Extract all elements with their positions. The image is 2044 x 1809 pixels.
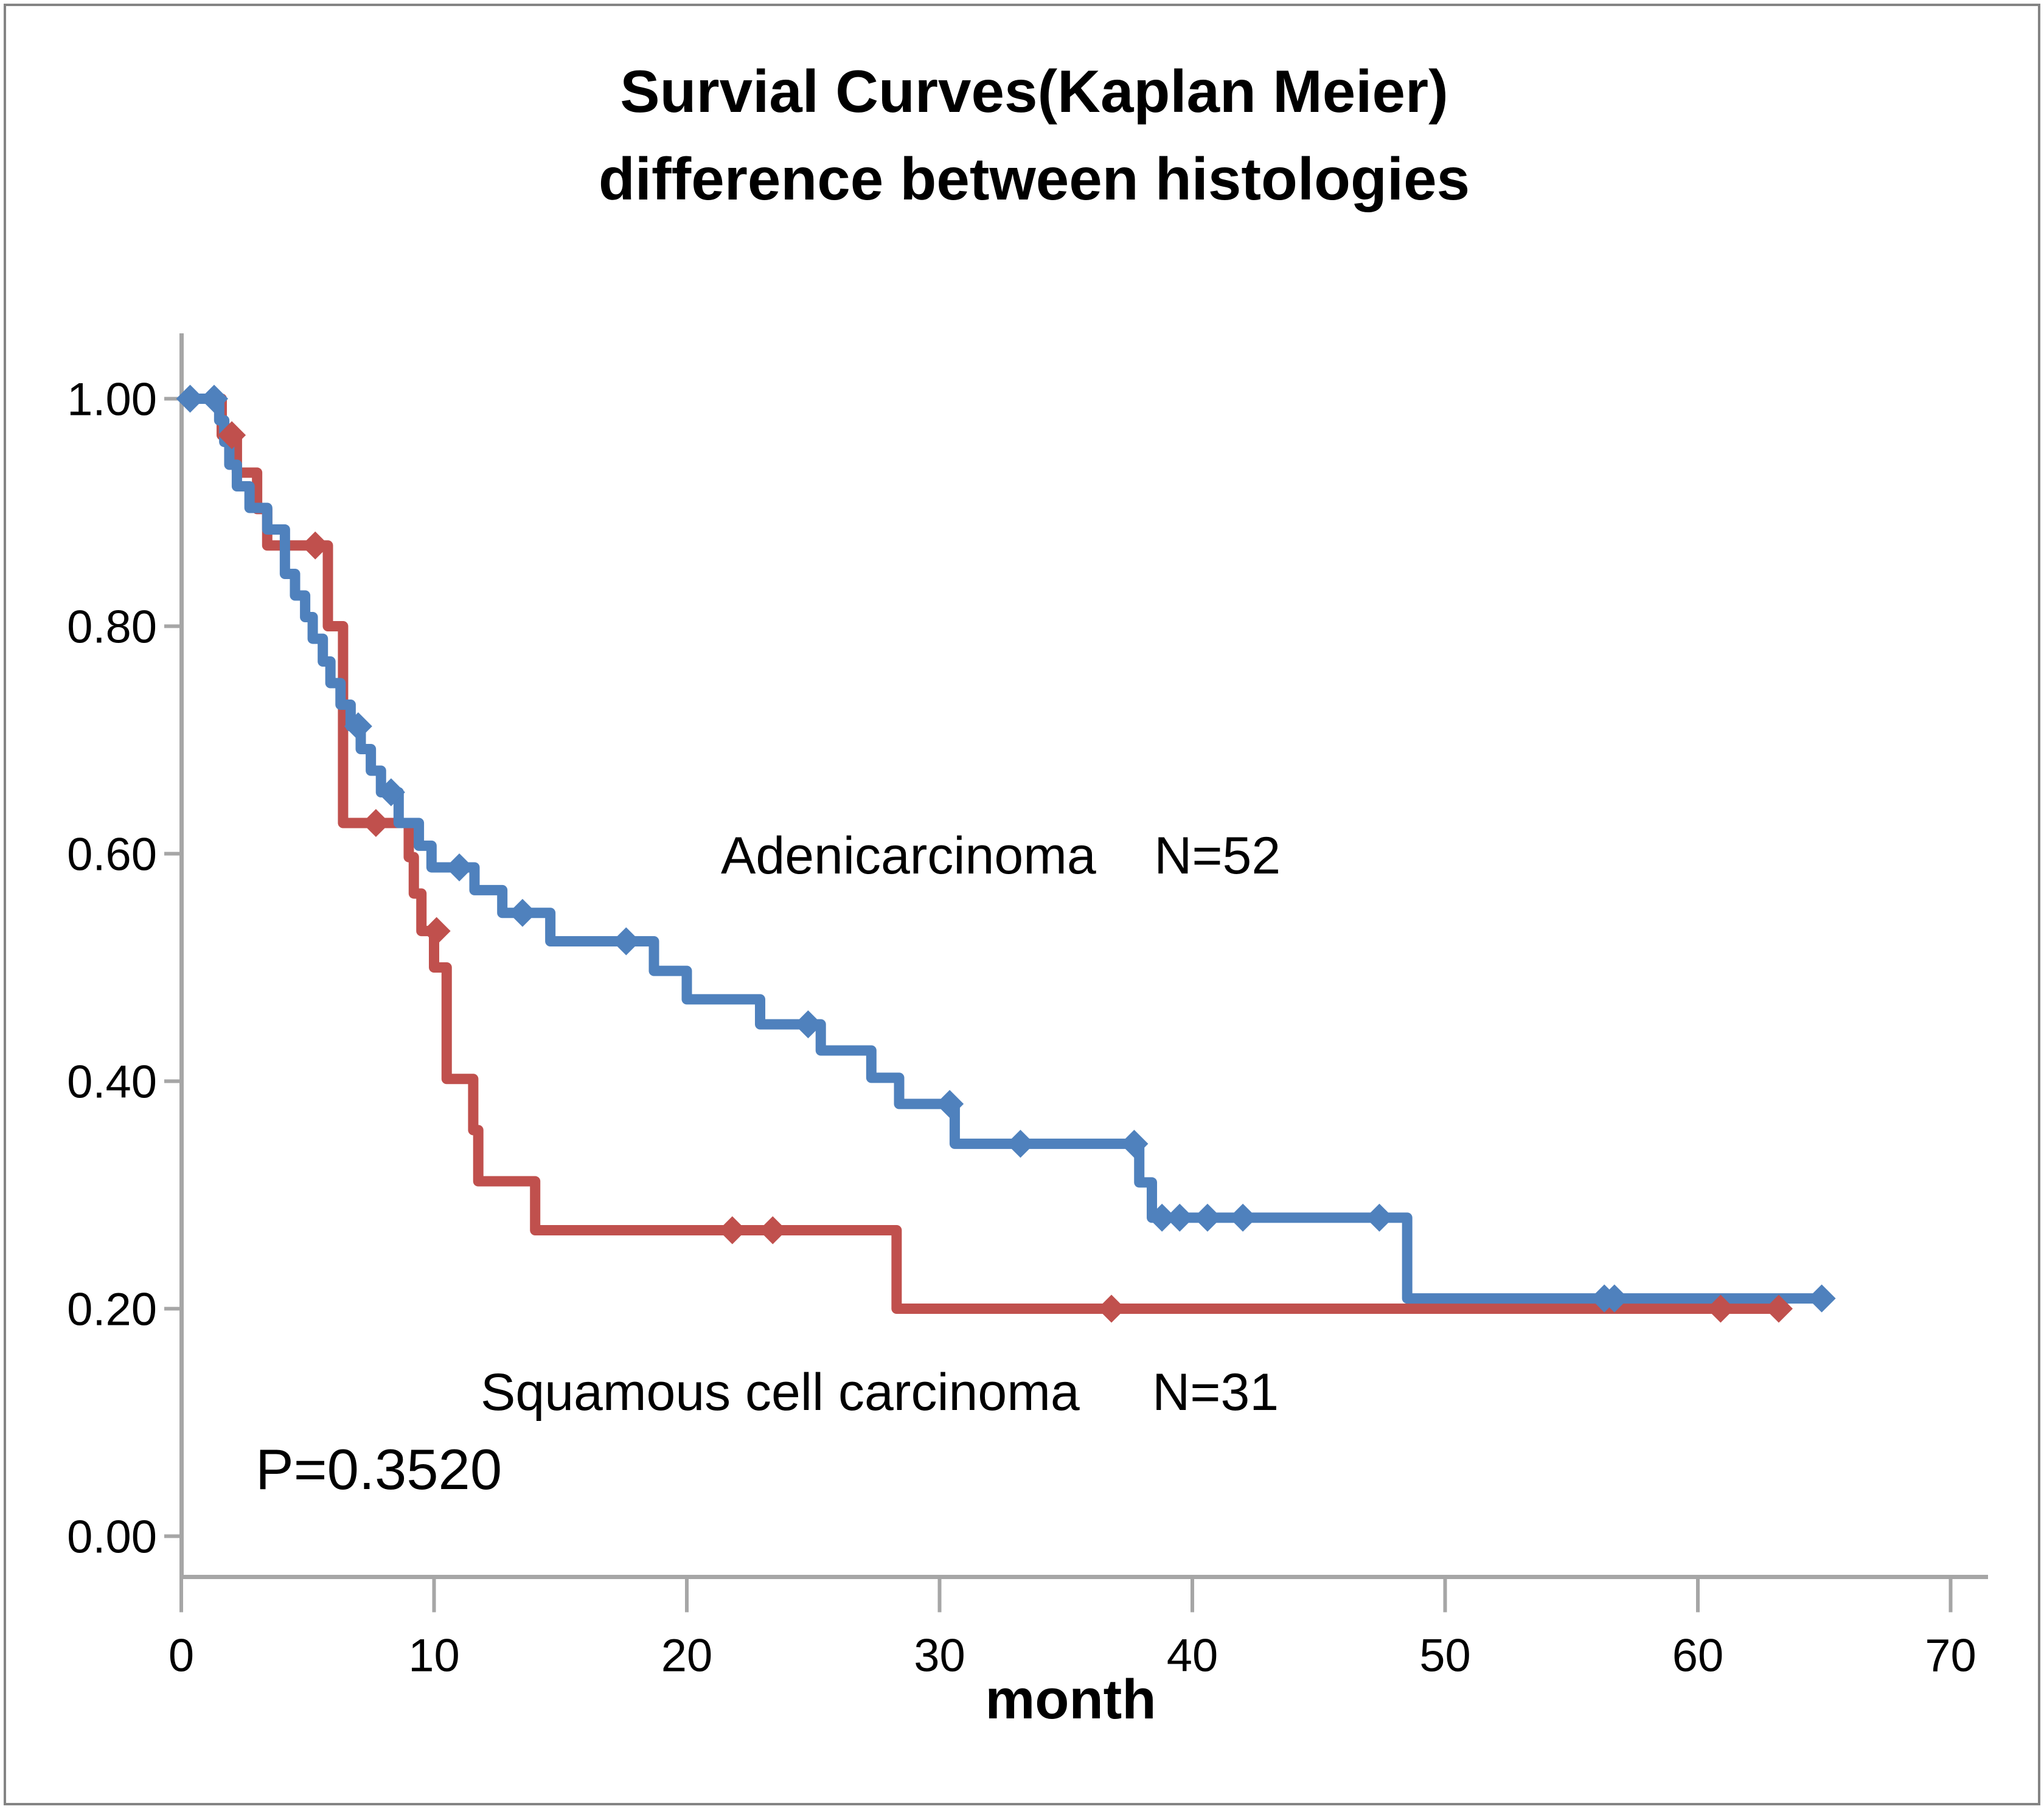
y-tick-label: 0.80 <box>67 602 157 653</box>
censor-diamond-icon <box>445 853 474 881</box>
y-tick-label: 0.40 <box>67 1057 157 1108</box>
p-value-label: P=0.3520 <box>255 1437 502 1501</box>
censor-diamond-icon <box>718 1216 746 1245</box>
censor-diamond-icon <box>612 927 641 956</box>
censor-diamond-icon <box>1764 1294 1793 1323</box>
y-tick-label: 0.00 <box>67 1512 157 1563</box>
censor-diamond-icon <box>1120 1130 1149 1158</box>
chart-title: Survial Curves(Kaplan Meier) difference b… <box>599 47 1470 223</box>
chart-outer-border <box>4 4 2040 1805</box>
x-tick-label: 20 <box>661 1630 713 1682</box>
x-tick-label: 30 <box>914 1630 965 1682</box>
censor-diamond-icon <box>794 1010 822 1038</box>
censor-diamond-icon <box>1166 1203 1194 1232</box>
censor-diamond-icon <box>344 712 372 741</box>
x-tick-label: 40 <box>1167 1630 1218 1682</box>
censor-diamond-icon <box>759 1216 787 1245</box>
censor-diamond-icon <box>1229 1203 1257 1232</box>
censor-diamond-icon <box>1600 1284 1629 1313</box>
chart-title-line1: Survial Curves(Kaplan Meier) <box>620 58 1448 125</box>
censor-diamond-icon <box>422 917 451 945</box>
censor-diamond-icon <box>1365 1203 1394 1232</box>
censor-diamond-icon <box>218 421 246 450</box>
censor-diamond-icon <box>1148 1203 1177 1232</box>
y-tick-label: 1.00 <box>67 374 157 426</box>
censor-diamond-icon <box>1006 1130 1035 1158</box>
survival-curve-squamous-cell-carcinoma <box>181 394 1782 1314</box>
censor-diamond-icon <box>1706 1294 1735 1323</box>
series-label-squamous: Squamous cell carcinoma N=31 <box>481 1363 1279 1422</box>
censor-diamond-icon <box>1097 1294 1126 1323</box>
x-tick-label: 60 <box>1672 1630 1724 1682</box>
censor-diamond-icon <box>508 898 537 927</box>
y-tick-label: 0.60 <box>67 829 157 881</box>
y-tick-label: 0.20 <box>67 1284 157 1336</box>
x-tick-label: 10 <box>408 1630 460 1682</box>
censor-diamond-icon <box>1193 1203 1222 1232</box>
censor-diamond-icon <box>200 384 229 413</box>
series-label-adenicarcinoma: Adenicarcinoma N=52 <box>721 827 1281 885</box>
censor-diamond-icon <box>176 384 204 413</box>
censor-diamond-icon <box>377 778 405 807</box>
survival-curve-adenicarcinoma <box>181 394 1824 1304</box>
censor-diamond-icon <box>361 809 390 838</box>
x-tick-label: 0 <box>169 1630 194 1682</box>
censor-diamond-icon <box>1807 1284 1836 1313</box>
censor-diamond-icon <box>936 1089 964 1118</box>
censor-diamond-icon <box>301 531 330 560</box>
x-axis-title: month <box>985 1668 1156 1731</box>
chart-title-line2: difference between histologies <box>598 145 1470 213</box>
x-tick-label: 70 <box>1925 1630 1976 1682</box>
x-tick-label: 50 <box>1419 1630 1471 1682</box>
